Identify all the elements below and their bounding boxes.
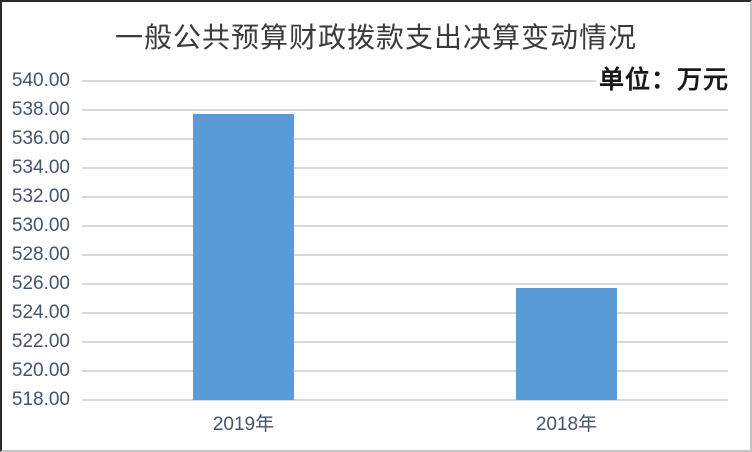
y-axis-tick-label: 522.00 (11, 331, 70, 352)
y-axis-tick-label: 526.00 (11, 273, 70, 294)
y-axis-tick-label: 536.00 (11, 128, 70, 149)
unit-label: 单位：万元 (595, 60, 732, 96)
gridline (82, 341, 728, 343)
y-axis-tick-label: 528.00 (11, 244, 70, 265)
y-axis-tick-label: 518.00 (11, 389, 70, 410)
plot-area (82, 80, 728, 401)
gridline (82, 138, 728, 140)
chart-title: 一般公共预算财政拨款支出决算变动情况 (114, 23, 637, 54)
bar-2019年 (193, 114, 294, 400)
y-axis-tick-label: 540.00 (11, 70, 70, 91)
y-axis-tick-label: 530.00 (11, 215, 70, 236)
gridline (82, 109, 728, 111)
gridline (82, 254, 728, 256)
gridline (82, 399, 728, 401)
gridline (82, 312, 728, 314)
y-axis-tick-label: 532.00 (11, 186, 70, 207)
gridline (82, 225, 728, 227)
y-axis-tick-label: 538.00 (11, 99, 70, 120)
x-axis-tick-label: 2018年 (535, 414, 598, 435)
y-axis-tick-label: 520.00 (11, 360, 70, 381)
gridline (82, 80, 728, 82)
gridline (82, 196, 728, 198)
gridline (82, 167, 728, 169)
x-axis-tick-label: 2019年 (212, 414, 275, 435)
y-axis-tick-label: 534.00 (11, 157, 70, 178)
y-axis-tick-label: 524.00 (11, 302, 70, 323)
gridline (82, 370, 728, 372)
bar-2018年 (516, 288, 617, 400)
gridline (82, 283, 728, 285)
